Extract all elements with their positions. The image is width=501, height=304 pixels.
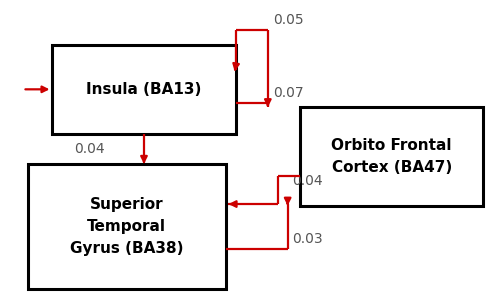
Text: 0.07: 0.07 <box>273 86 304 100</box>
Text: 0.03: 0.03 <box>293 232 323 246</box>
FancyBboxPatch shape <box>52 45 235 134</box>
Text: 0.04: 0.04 <box>293 174 323 188</box>
Text: 0.05: 0.05 <box>273 13 304 27</box>
FancyBboxPatch shape <box>300 107 483 206</box>
Text: Superior
Temporal
Gyrus (BA38): Superior Temporal Gyrus (BA38) <box>70 197 183 256</box>
Text: 0.04: 0.04 <box>75 142 105 156</box>
Text: Orbito Frontal
Cortex (BA47): Orbito Frontal Cortex (BA47) <box>332 138 452 175</box>
Text: Insula (BA13): Insula (BA13) <box>86 82 202 97</box>
FancyBboxPatch shape <box>28 164 226 289</box>
